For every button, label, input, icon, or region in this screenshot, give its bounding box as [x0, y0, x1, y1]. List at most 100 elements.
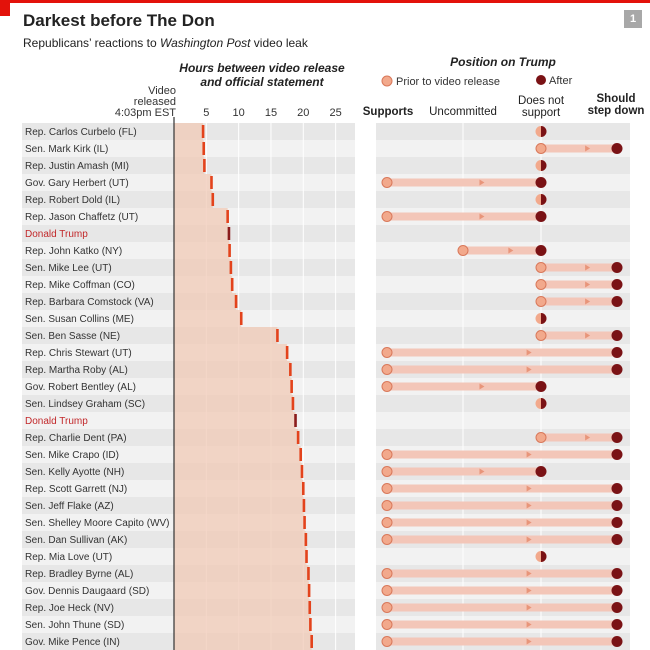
change-track [387, 637, 617, 646]
change-track [387, 501, 617, 510]
row-label: Rep. Justin Amash (MI) [25, 161, 129, 172]
legend-prior-label: Prior to video release [396, 76, 500, 88]
statement-tick [294, 414, 297, 427]
prior-dot [381, 568, 393, 579]
row-label: Sen. John Thune (SD) [25, 620, 124, 631]
after-dot [541, 160, 547, 171]
change-track [387, 484, 617, 493]
row-band [376, 293, 630, 310]
direction-arrow [508, 247, 514, 254]
change-track [387, 212, 541, 221]
prior-dot [457, 245, 469, 256]
after-dot [535, 245, 547, 256]
change-track [387, 450, 617, 459]
statement-tick [304, 533, 308, 546]
prior-dot [381, 585, 393, 596]
statement-tick [301, 482, 305, 495]
statement-tick [276, 329, 279, 342]
prior-dot [381, 636, 393, 647]
statement-tick [239, 312, 243, 325]
after-dot [611, 143, 623, 154]
change-track [387, 535, 617, 544]
statement-tick [234, 295, 238, 308]
direction-arrow [479, 468, 485, 475]
after-dot [611, 449, 623, 460]
prior-dot [381, 381, 393, 392]
change-track [387, 586, 617, 595]
category-label: Should [597, 93, 636, 105]
subtitle-text: Republicans’ reactions to [23, 36, 160, 50]
after-dot [611, 534, 623, 545]
row-label: Sen. Mike Lee (UT) [25, 263, 112, 274]
row-label: Sen. Shelley Moore Capito (WV) [25, 518, 170, 529]
after-dot [611, 483, 623, 494]
after-dot [611, 568, 623, 579]
row-label: Sen. Kelly Ayotte (NH) [25, 467, 124, 478]
prior-dot [381, 602, 393, 613]
row-label: Rep. Jason Chaffetz (UT) [25, 212, 138, 223]
row-band [376, 327, 630, 344]
change-track [387, 620, 617, 629]
change-track [387, 365, 617, 374]
panel-title-line1: Hours between video release [179, 61, 345, 75]
change-track [387, 518, 617, 527]
tick-label: 10 [233, 107, 245, 119]
statement-tick [289, 363, 292, 376]
row-band [376, 429, 630, 446]
statement-tick [290, 380, 293, 393]
after-dot [611, 347, 623, 358]
direction-arrow [585, 332, 591, 339]
row-label: Donald Trump [25, 229, 88, 240]
direction-arrow [526, 621, 532, 628]
after-dot [611, 602, 623, 613]
position-title: Position on Trump [450, 55, 556, 69]
change-track [387, 603, 617, 612]
prior-dot [535, 296, 547, 307]
change-track [387, 467, 541, 476]
row-label: Sen. Susan Collins (ME) [25, 314, 134, 325]
direction-arrow [585, 298, 591, 305]
after-dot [535, 177, 547, 188]
after-dot [611, 330, 623, 341]
statement-tick [305, 550, 308, 563]
category-label: step down [588, 105, 645, 117]
row-label: Sen. Dan Sullivan (AK) [25, 535, 127, 546]
page-title: Darkest before The Don [23, 11, 215, 30]
direction-arrow [526, 485, 532, 492]
statement-tick [307, 567, 310, 580]
statement-tick [202, 142, 206, 155]
category-label: Supports [363, 106, 413, 118]
row-band [376, 191, 630, 208]
change-track [541, 280, 617, 289]
change-track [387, 382, 541, 391]
row-label: Sen. Mike Crapo (ID) [25, 450, 119, 461]
row-band [376, 276, 630, 293]
after-dot [541, 194, 547, 205]
direction-arrow [585, 434, 591, 441]
prior-dot [535, 262, 547, 273]
after-dot [535, 466, 547, 477]
statement-tick [291, 397, 295, 410]
after-dot [611, 364, 623, 375]
statement-tick [203, 159, 206, 172]
direction-arrow [479, 213, 485, 220]
prior-dot [381, 177, 393, 188]
origin-label: released [134, 96, 176, 108]
prior-dot [535, 279, 547, 290]
prior-dot [381, 517, 393, 528]
statement-tick [285, 346, 289, 359]
chart-number-badge: 1 [624, 10, 642, 28]
row-label: Gov. Robert Bentley (AL) [25, 382, 136, 393]
row-label: Rep. Scott Garrett (NJ) [25, 484, 127, 495]
prior-dot [381, 364, 393, 375]
change-track [541, 331, 617, 340]
panel-title-line2: and official statement [200, 75, 324, 89]
change-track [541, 433, 617, 442]
tick-label: 20 [297, 107, 309, 119]
row-band [376, 157, 630, 174]
cumulative-area [174, 123, 312, 650]
origin-label: 4:03pm EST [115, 107, 176, 119]
after-dot [541, 126, 547, 137]
change-track [541, 263, 617, 272]
statement-tick [303, 516, 306, 529]
